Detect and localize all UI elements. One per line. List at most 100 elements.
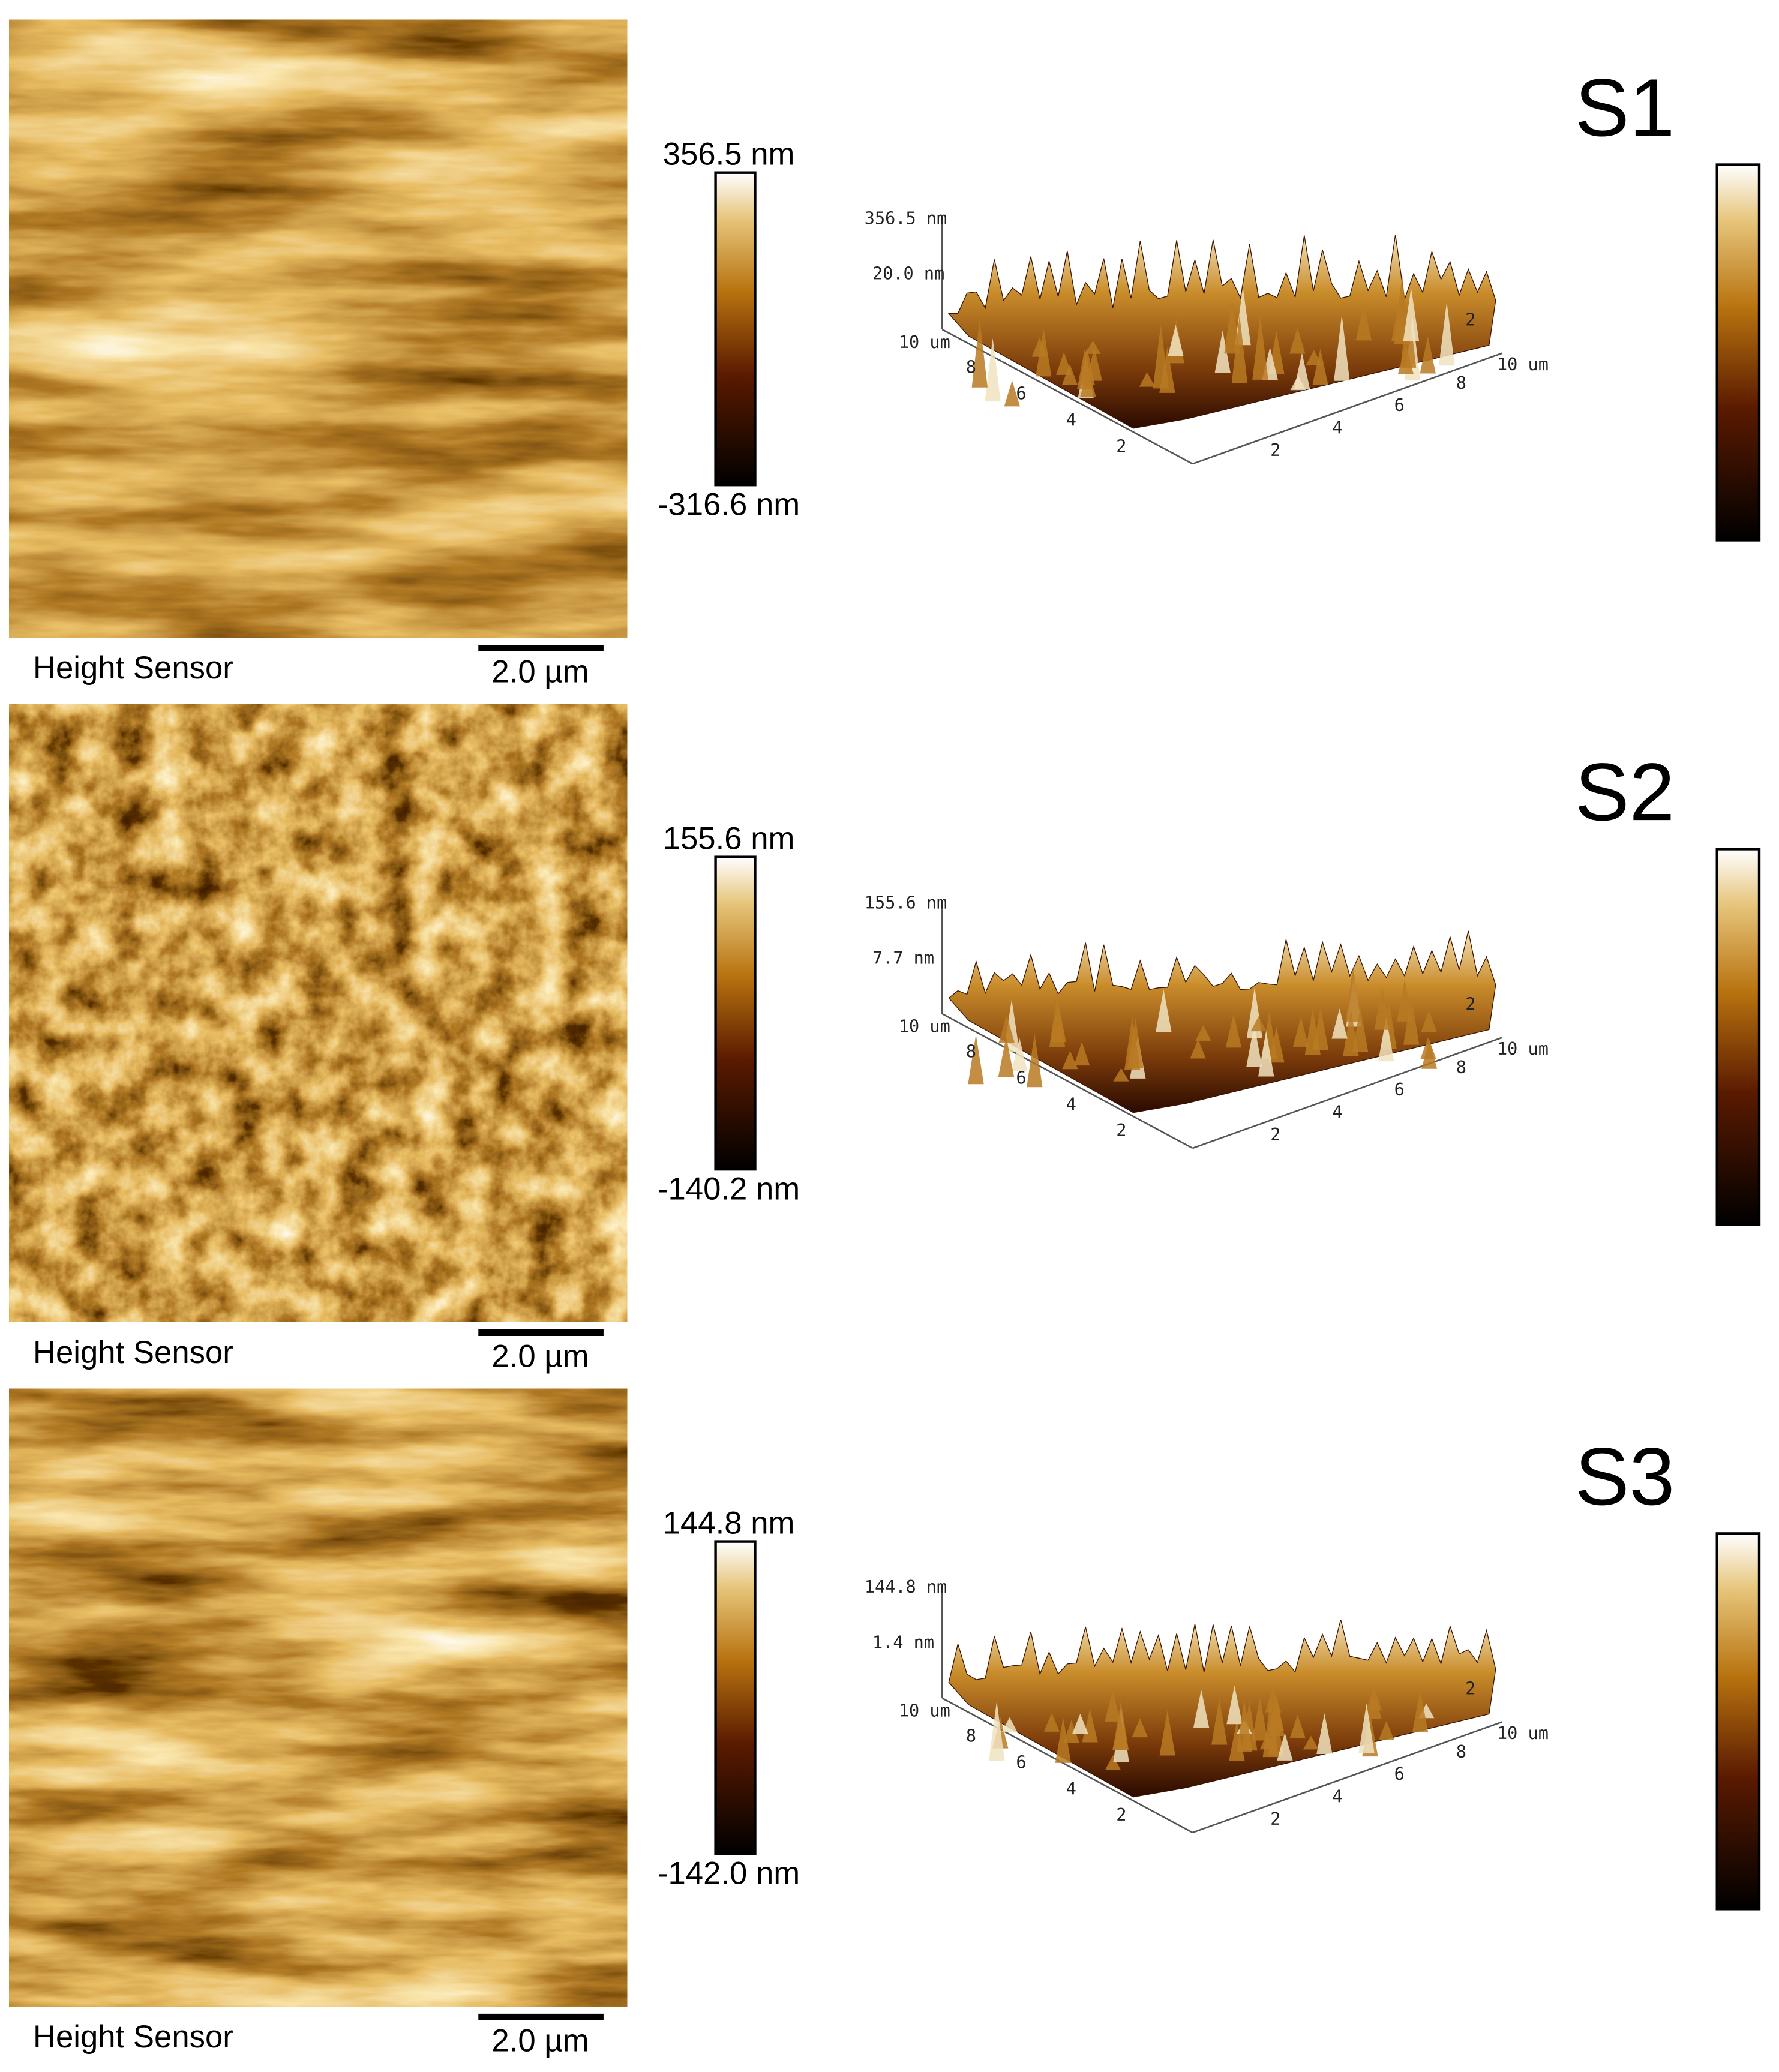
surface-peak [1265,1686,1282,1713]
surface-peak [1289,328,1306,354]
colorbar-max-label: 144.8 nm [663,1505,795,1541]
z-mid-label: 7.7 nm [872,948,934,968]
x-tick-label: 4 [1332,418,1342,438]
surface-peak [1374,986,1390,1030]
surface-peak [998,1014,1015,1043]
surface-peak [1105,1690,1121,1722]
x-tick-label: 6 [1394,395,1405,415]
surface-peak [1246,1024,1262,1067]
surface-peak [1073,1041,1090,1066]
surface-peak [1139,372,1156,387]
surface-peak [1214,330,1231,373]
surface-peak [1352,1007,1369,1052]
y-tick-label: 4 [1066,409,1076,430]
back-tick-label: 2 [1465,1678,1475,1698]
surface-peak [1195,1025,1211,1041]
surface-peak [1420,1037,1436,1059]
y-tick-label: 6 [1016,1067,1026,1088]
colorbar-max-label: 155.6 nm [663,821,795,856]
y-tick-label: 8 [966,357,976,377]
surface-peak [971,319,988,388]
scale-bar-label: 2.0 µm [491,2023,589,2059]
surface-peak [1378,1017,1394,1062]
colorbar-min-label: -316.6 nm [658,487,800,522]
y-end-label: 10 um [899,1016,950,1037]
surface-peak [1056,352,1072,375]
y-axis [941,1013,1193,1149]
surface-3d [948,930,1496,1113]
surface-peak [1236,1699,1253,1753]
panel-label: S3 [1575,1431,1675,1522]
x-tick-label: 2 [1270,440,1280,460]
surface-peak [989,1701,1005,1761]
z-max-label: 155.6 nm [865,892,947,912]
surface-peak [1190,1039,1206,1059]
x-end-label: 10 um [1497,1038,1549,1059]
surface-peak [1159,347,1175,393]
x-tick-label: 2 [1270,1124,1280,1145]
surface-peak [1292,1017,1309,1047]
surface-peak [1079,347,1095,385]
x-tick-label: 4 [1332,1101,1342,1122]
x-tick-label: 6 [1394,1764,1405,1784]
surface-peak [1250,1016,1267,1032]
surface-peak [1062,1050,1078,1070]
surface-peak [1403,996,1420,1045]
surface-peak [1072,1713,1088,1734]
y-tick-label: 2 [1116,436,1126,456]
surface-peak [1156,989,1172,1032]
scale-bar-label: 2.0 µm [491,654,589,690]
surface-peak [1378,1721,1394,1740]
surface-peak [1004,380,1021,407]
surface-peak [1001,1717,1018,1732]
y-axis [941,1697,1193,1834]
x-tick-label: 4 [1332,1786,1342,1806]
colorbar [714,171,757,487]
x-tick-label: 2 [1270,1809,1280,1829]
surface-peak [1439,301,1455,366]
caption: Height Sensor [33,650,233,686]
surface-peak [1397,979,1413,1022]
z-mid-label: 20.0 nm [872,263,944,284]
surface-peak [1420,335,1436,374]
colorbar-min-label: -140.2 nm [658,1172,800,1207]
surface-peak [1304,1008,1321,1055]
surface-peak [1082,1708,1098,1743]
surface-peak [1259,1732,1276,1750]
y-tick-label: 4 [1066,1094,1076,1114]
surface-peak [1366,1686,1382,1711]
surface-peak [1113,1068,1129,1082]
surface-peak [1343,1009,1359,1056]
surface-peak [1226,1686,1243,1725]
surface-peak [1224,298,1240,354]
surface-peak [1132,1718,1148,1738]
caption: Height Sensor [33,2019,233,2055]
surface-peak [1085,340,1101,354]
height-image [9,19,628,638]
surface-peak [1258,1031,1274,1077]
y-end-label: 10 um [899,1701,950,1721]
surface-peak [1358,1703,1375,1753]
height-image [9,704,628,1322]
surface-peak [1316,1713,1333,1755]
surface-3d [948,1619,1496,1798]
surface-peak [1050,1002,1066,1043]
colorbar-3d [1715,1532,1761,1911]
colorbar-3d [1715,848,1761,1226]
scale-bar-label: 2.0 µm [491,1339,589,1374]
back-tick-label: 2 [1465,309,1475,329]
back-tick-label: 2 [1465,993,1475,1014]
surface-peak [1421,1010,1437,1032]
colorbar-min-label: -142.0 nm [658,1856,800,1891]
y-tick-label: 2 [1116,1804,1126,1825]
surface-peak [1043,1713,1060,1732]
x-axis [1192,352,1503,465]
surface-peak [985,338,1001,402]
surface-peak [1289,1714,1306,1738]
surface-peak [1211,1698,1228,1745]
surface-peak [1312,349,1328,385]
surface-peak [1334,314,1350,381]
colorbar-3d [1715,163,1761,542]
colorbar [714,1540,757,1855]
x-tick-label: 8 [1456,373,1466,393]
